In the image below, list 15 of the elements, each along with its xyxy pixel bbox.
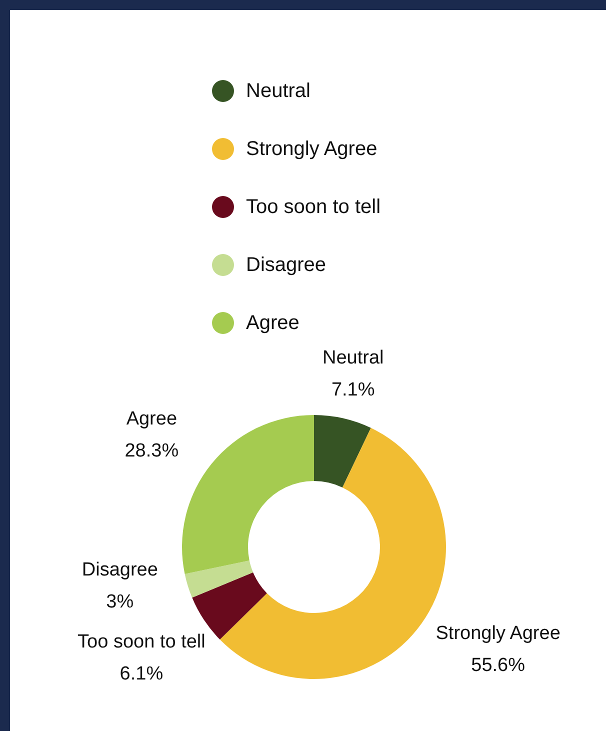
- legend-label: Agree: [246, 312, 300, 334]
- data-label: 3%: [106, 591, 134, 612]
- data-label: 7.1%: [331, 380, 375, 401]
- legend-label: Neutral: [246, 80, 310, 102]
- slice-label: Strongly Agree: [436, 623, 560, 644]
- slice-label: Disagree: [82, 559, 158, 580]
- legend-label: Disagree: [246, 254, 326, 276]
- data-label: 28.3%: [124, 440, 179, 462]
- slice-label: Too soon to tell: [78, 631, 206, 652]
- legend-label: Too soon to tell: [246, 196, 381, 218]
- slice-label: Agree: [126, 408, 178, 430]
- data-label: 55.6%: [471, 655, 526, 676]
- slice-label: Neutral: [322, 348, 384, 369]
- data-label: 6.1%: [120, 663, 164, 684]
- legend-label: Strongly Agree: [246, 138, 378, 160]
